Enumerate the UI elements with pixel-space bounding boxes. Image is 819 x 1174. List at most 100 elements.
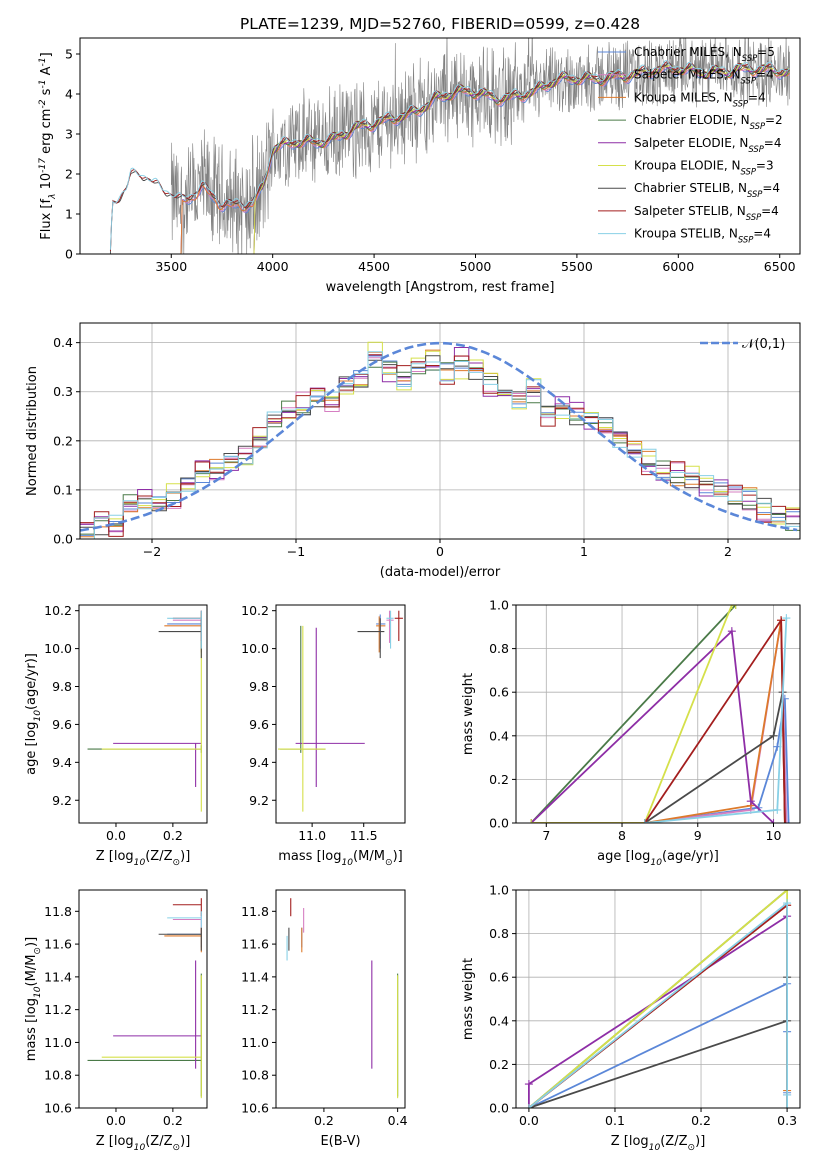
- age_vs_z-axes: 0.0 0.2 9.2 9.4 9.6 9.8 10.0 10.2 Z [log10(Z/Z⊙)…: [24, 603, 208, 868]
- legend-label-salpeter-miles: Salpeter MILES, NSSP=4: [634, 68, 774, 86]
- x-tick-label: 4500: [358, 259, 390, 274]
- x-tick-label: 0: [436, 544, 444, 559]
- y-tick-label: 0.4: [489, 1013, 509, 1028]
- weight-marker-chabrier-miles: [784, 819, 793, 823]
- weight-line-chabrier-miles: [528, 982, 788, 1108]
- x-axis-label: E(B-V): [320, 1134, 360, 1149]
- weight-marker-kroupa-stelib: [783, 899, 792, 908]
- y-tick-label: 11.4: [241, 969, 269, 984]
- x-axis-label: (data-model)/error: [380, 565, 501, 580]
- y-tick-label: 9.4: [249, 755, 269, 770]
- weight-line-salpeter-miles: [531, 620, 788, 823]
- weight-marker-kroupa-stelib: [640, 819, 649, 823]
- errorbar-salpeter-miles: [172, 912, 202, 933]
- errorbar-kroupa-miles: [164, 616, 202, 653]
- x-tick-label: 2: [724, 544, 732, 559]
- y-tick-label: 11.6: [241, 937, 269, 952]
- x-tick-label: 0.2: [163, 1113, 183, 1128]
- weight-marker-kroupa-stelib: [773, 805, 782, 814]
- y-tick-label: 9.6: [249, 717, 269, 732]
- weight-marker-salpeter-miles: [782, 819, 791, 823]
- y-tick-label: 1.0: [489, 598, 509, 613]
- axes-frame: [515, 889, 801, 1109]
- age_vs_mass-decor: 11.0 11.5 9.2 9.4 9.6 9.8 10.0 10.2 mass [log10(…: [241, 603, 406, 868]
- y-tick-label: 11.2: [241, 1002, 269, 1017]
- y-tick-label: 9.8: [52, 679, 72, 694]
- x-tick-label: 0.3: [777, 1113, 797, 1128]
- y-tick-label: 11.4: [44, 969, 72, 984]
- errorbar-salpeter-elodie: [295, 627, 365, 787]
- residual-hist-kroupa-stelib: [80, 351, 800, 539]
- spectrum-plot-area: [109, 38, 790, 254]
- weight_vs_age-plot-area: [527, 605, 793, 823]
- y-tick-label: 4: [65, 87, 73, 102]
- errorbar-salpeter-stelib: [172, 898, 202, 917]
- x-tick-label: 0.2: [691, 1113, 711, 1128]
- y-tick-label: 0.2: [489, 1057, 509, 1072]
- x-tick-label: 5500: [561, 259, 593, 274]
- weight-line-kroupa-elodie: [531, 605, 736, 823]
- age_vs_mass-axes: 11.0 11.5 9.2 9.4 9.6 9.8 10.0 10.2 mass [log10(…: [241, 603, 406, 868]
- legend-label-chabrier-elodie: Chabrier ELODIE, NSSP=2: [634, 113, 783, 131]
- residuals-plot-area: [80, 341, 800, 539]
- errorbar-chabrier-miles: [167, 927, 202, 948]
- y-tick-label: 10.2: [44, 603, 72, 618]
- errorbar-salpeter-miles: [172, 610, 202, 643]
- x-tick-label: 4000: [257, 259, 289, 274]
- y-tick-label: 9.2: [249, 793, 269, 808]
- axes-frame: [515, 604, 801, 824]
- y-tick-label: 9.2: [52, 793, 72, 808]
- weight-marker-salpeter-stelib: [777, 616, 786, 625]
- y-tick-label: 10.6: [241, 1101, 269, 1116]
- normal-distribution-curve: [80, 341, 798, 532]
- weight-marker-kroupa-elodie: [527, 819, 536, 823]
- weight-line-kroupa-stelib: [528, 901, 788, 1108]
- mass_vs_ebv-plot-area: [286, 898, 399, 1099]
- weight-line-kroupa-elodie: [528, 890, 788, 1108]
- weight-marker-salpeter-elodie: [727, 627, 736, 636]
- y-tick-label: 10.0: [44, 641, 72, 656]
- y-axis-label: mass [log10(M/M⊙)]: [24, 937, 43, 1061]
- weight-marker-salpeter-elodie: [769, 819, 778, 823]
- errorbar-salpeter-stelib: [394, 610, 403, 642]
- x-tick-label: 0.4: [388, 1113, 408, 1128]
- errorbar-kroupa-elodie: [101, 975, 202, 1099]
- weight-marker-salpeter-stelib: [780, 819, 789, 823]
- weight-line-chabrier-elodie: [530, 605, 737, 823]
- x-tick-label: 11.5: [350, 828, 378, 843]
- weight-marker-kroupa-stelib: [783, 1090, 792, 1099]
- y-tick-label: 0.1: [53, 482, 73, 497]
- x-tick-label: 0.2: [163, 828, 183, 843]
- plots-layer: 3500 4000 4500 5000 5500 6000 6500 0 1 2 3 4 5 wavele…: [24, 37, 801, 1153]
- axes-frame: [78, 604, 208, 824]
- y-tick-label: 0.2: [53, 433, 73, 448]
- legend-label-chabrier-stelib: Chabrier STELIB, NSSP=4: [634, 181, 780, 199]
- errorbar-kroupa-elodie: [101, 612, 202, 812]
- x-tick-label: −2: [143, 544, 161, 559]
- axes-frame: [79, 37, 801, 255]
- x-tick-label: −1: [287, 544, 305, 559]
- y-axis-label: age [log10(age/yr)]: [24, 653, 43, 775]
- y-tick-label: 10.8: [241, 1068, 269, 1083]
- legend-label-salpeter-elodie: Salpeter ELODIE, NSSP=4: [634, 136, 782, 154]
- y-tick-label: 11.0: [241, 1035, 269, 1050]
- y-tick-label: 10.2: [241, 603, 269, 618]
- y-tick-label: 0: [65, 247, 73, 262]
- y-tick-label: 9.6: [52, 717, 72, 732]
- spectrum-decor: 3500 4000 4500 5000 5500 6000 6500 0 1 2 3 4 5 wavele…: [38, 37, 801, 295]
- y-tick-label: 9.8: [249, 679, 269, 694]
- errorbar-chabrier-stelib: [357, 618, 385, 659]
- y-tick-label: 1.0: [489, 883, 509, 898]
- errorbar-kroupa-stelib: [167, 610, 202, 649]
- y-tick-label: 10.6: [44, 1101, 72, 1116]
- age_vs_z-decor: 0.0 0.2 9.2 9.4 9.6 9.8 10.0 10.2 Z [log10(Z/Z⊙)…: [24, 603, 208, 868]
- model-line-kroupa-stelib: [109, 60, 790, 250]
- legend-label-salpeter-stelib: Salpeter STELIB, NSSP=4: [634, 204, 779, 222]
- y-tick-label: 0.6: [489, 685, 509, 700]
- y-tick-label: 9.4: [52, 755, 72, 770]
- x-axis-label: Z [log10(Z/Z⊙)]: [611, 1134, 706, 1153]
- spectrum-legend: Chabrier MILES, NSSP=5 Salpeter MILES, NS…: [598, 45, 783, 245]
- x-tick-label: 0.0: [519, 1113, 539, 1128]
- weight-marker-salpeter-elodie: [524, 1080, 533, 1089]
- x-axis-label: Z [log10(Z/Z⊙)]: [96, 1134, 191, 1153]
